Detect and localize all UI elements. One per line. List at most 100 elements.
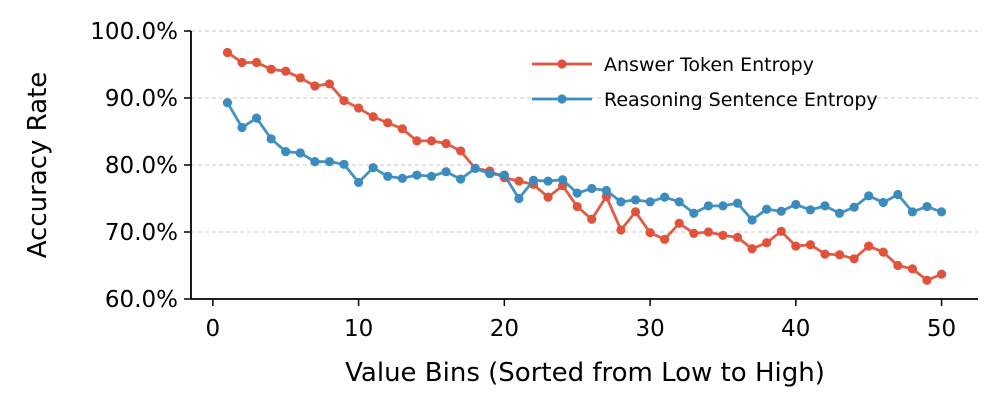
data-point <box>834 250 845 260</box>
data-point <box>354 103 364 113</box>
data-point <box>907 264 918 274</box>
data-point <box>543 176 553 186</box>
data-point <box>324 79 335 89</box>
data-point <box>936 207 947 217</box>
x-tick-label: 0 <box>206 316 221 342</box>
data-point <box>339 159 349 169</box>
data-point <box>485 169 495 179</box>
data-point <box>689 228 699 238</box>
series-line <box>226 101 943 222</box>
data-point <box>543 192 553 202</box>
data-point <box>893 189 903 200</box>
data-point <box>222 98 233 108</box>
data-point <box>354 177 364 188</box>
data-point <box>922 275 932 285</box>
data-point <box>499 170 509 180</box>
data-point <box>222 47 233 58</box>
data-point <box>558 175 568 185</box>
data-point <box>936 269 947 279</box>
y-tick-label: 100.0% <box>90 19 178 45</box>
legend-item: Answer Token Entropy <box>532 54 814 76</box>
data-point <box>572 188 582 198</box>
data-point <box>645 197 655 207</box>
data-point <box>878 247 888 257</box>
data-point <box>864 241 874 251</box>
y-tick-label: 80.0% <box>105 153 178 179</box>
data-point <box>514 176 524 186</box>
legend-label: Reasoning Sentence Entropy <box>604 89 878 111</box>
series-line <box>226 51 943 282</box>
data-point <box>266 134 276 144</box>
data-point <box>674 197 684 207</box>
data-point <box>397 173 407 183</box>
data-point <box>441 167 451 177</box>
data-point <box>514 193 524 204</box>
ticks: 60.0% 70.0% 80.0% 90.0% 100.0% 0 10 20 30 40 50 <box>90 19 956 342</box>
data-point <box>630 195 641 205</box>
data-point <box>339 96 349 106</box>
data-point <box>572 201 582 212</box>
data-point <box>776 206 786 216</box>
data-point <box>426 136 437 146</box>
data-point <box>281 66 291 76</box>
x-tick-label: 10 <box>344 316 373 342</box>
data-point <box>426 171 437 181</box>
data-point <box>791 241 801 251</box>
data-point <box>732 198 743 208</box>
legend-swatch-marker <box>557 59 567 69</box>
data-point <box>470 163 480 173</box>
legend-label: Answer Token Entropy <box>604 54 814 76</box>
data-point <box>383 171 393 181</box>
y-tick-label: 90.0% <box>105 86 178 112</box>
y-axis-title: Accuracy Rate <box>23 72 53 259</box>
series-layer <box>222 47 947 285</box>
data-point <box>907 207 918 217</box>
data-point <box>587 183 597 194</box>
data-point <box>703 227 713 237</box>
data-point <box>383 118 393 128</box>
data-point <box>791 199 801 210</box>
data-point <box>616 197 626 207</box>
data-point <box>645 228 655 238</box>
data-point <box>849 254 859 264</box>
data-point <box>251 113 262 123</box>
data-point <box>834 208 845 218</box>
legend: Answer Token Entropy Reasoning Sentence E… <box>532 54 878 111</box>
data-point <box>776 226 786 236</box>
data-point <box>718 201 728 211</box>
data-point <box>324 157 335 167</box>
data-point <box>660 234 670 244</box>
y-tick-label: 60.0% <box>105 287 178 313</box>
series-1 <box>222 47 947 285</box>
data-point <box>674 218 684 228</box>
data-point <box>732 232 743 242</box>
x-tick-label: 50 <box>927 316 956 342</box>
data-point <box>587 214 597 224</box>
data-point <box>703 201 713 211</box>
data-point <box>805 240 815 250</box>
data-point <box>251 57 262 68</box>
data-point <box>281 147 291 157</box>
data-point <box>820 249 830 259</box>
data-point <box>295 148 305 158</box>
legend-swatch-marker <box>557 94 567 104</box>
data-point <box>368 112 378 122</box>
data-point <box>616 225 626 235</box>
data-point <box>805 205 815 215</box>
data-point <box>237 122 247 133</box>
data-point <box>310 157 320 167</box>
data-point <box>718 230 728 240</box>
data-point <box>762 204 772 214</box>
x-tick-label: 20 <box>490 316 519 342</box>
x-axis-title: Value Bins (Sorted from Low to High) <box>345 358 825 388</box>
data-point <box>747 244 757 254</box>
x-tick-label: 40 <box>781 316 810 342</box>
data-point <box>310 81 320 91</box>
data-point <box>266 64 276 74</box>
data-point <box>820 201 830 211</box>
data-point <box>747 215 757 225</box>
data-point <box>849 202 859 212</box>
data-point <box>762 238 772 248</box>
data-point <box>689 208 699 218</box>
